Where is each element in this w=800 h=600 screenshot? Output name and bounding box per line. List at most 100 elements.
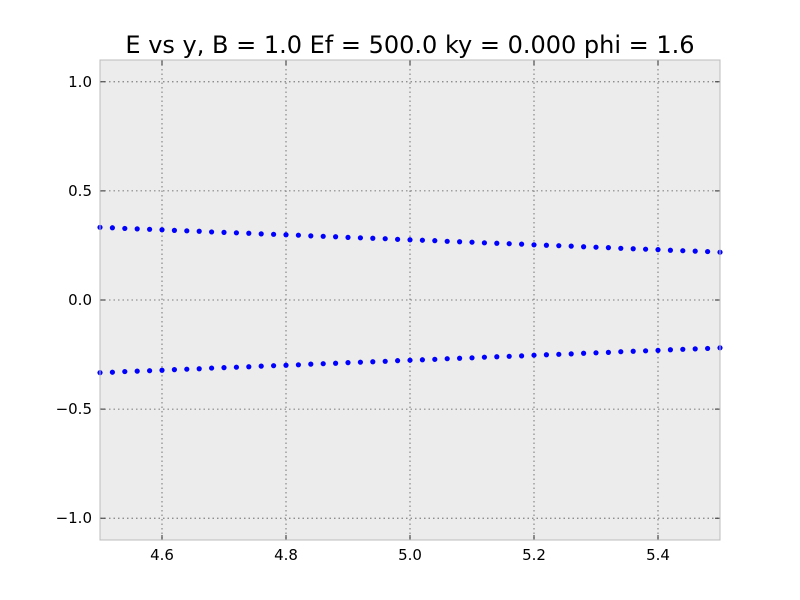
data-point [444, 238, 450, 244]
data-point [345, 234, 351, 240]
plot-frame [99, 59, 721, 541]
data-point [246, 230, 252, 236]
data-point [667, 347, 674, 353]
y-tick-label: 0.5 [68, 182, 92, 200]
data-point [531, 352, 537, 358]
data-point [109, 225, 115, 231]
data-point [605, 245, 612, 251]
data-point [271, 231, 277, 237]
data-point [643, 246, 649, 252]
x-tick-label: 4.6 [150, 546, 174, 564]
data-point [395, 358, 401, 364]
data-point [519, 353, 525, 359]
data-point [432, 238, 438, 244]
data-point [308, 361, 314, 367]
data-point [370, 359, 376, 365]
data-point [444, 356, 450, 362]
data-point [506, 353, 512, 359]
chart-title: E vs y, B = 1.0 Ef = 500.0 ky = 0.000 ph… [125, 31, 694, 59]
data-point [705, 248, 711, 255]
data-point [419, 357, 425, 363]
data-point [481, 240, 487, 246]
data-point [457, 355, 463, 361]
data-point [283, 362, 289, 368]
y-tick-labels: 1.0 0.5 0.0 −0.5 −1.0 [56, 73, 92, 527]
data-point [122, 368, 128, 375]
data-point [680, 346, 686, 352]
data-point [258, 231, 264, 237]
data-point [630, 348, 636, 354]
data-point [568, 351, 574, 357]
data-point [407, 357, 413, 363]
data-point [457, 239, 463, 245]
data-point [618, 245, 624, 251]
data-point [345, 360, 351, 366]
data-point [556, 243, 562, 249]
data-point [233, 230, 239, 236]
y-tick-label: 0.0 [68, 291, 92, 309]
x-tick-label: 4.8 [274, 546, 298, 564]
data-point [308, 233, 314, 239]
x-tick-label: 5.0 [398, 546, 422, 564]
data-point [556, 351, 562, 357]
series-2-points [97, 345, 723, 376]
data-point [209, 229, 215, 235]
data-point [184, 228, 190, 234]
data-point [295, 362, 301, 368]
x-tick-labels: 4.6 4.8 5.0 5.2 5.4 [150, 546, 670, 564]
data-point [407, 237, 413, 243]
data-points [97, 224, 723, 376]
data-point [581, 244, 587, 250]
data-point [159, 367, 165, 373]
data-point [333, 234, 339, 240]
data-point [494, 354, 500, 360]
x-tick-label: 5.2 [522, 546, 546, 564]
data-point [432, 356, 438, 362]
data-point [283, 232, 289, 238]
data-point [382, 358, 388, 364]
data-point [209, 365, 215, 371]
data-point [134, 368, 140, 374]
data-point [543, 352, 550, 358]
y-tick-label: −1.0 [56, 509, 92, 527]
data-point [506, 241, 512, 247]
data-point [618, 349, 624, 355]
data-point [531, 242, 537, 248]
data-point [680, 248, 686, 254]
axis-ticks [100, 60, 720, 540]
data-point [159, 227, 165, 233]
data-point [581, 350, 587, 356]
data-point [258, 363, 264, 369]
y-tick-label: 1.0 [68, 73, 92, 91]
data-point [692, 346, 698, 352]
y-tick-label: −0.5 [56, 400, 92, 418]
data-point [357, 235, 363, 241]
data-point [122, 225, 128, 232]
data-point [221, 365, 227, 371]
data-point [481, 354, 487, 360]
data-point [221, 229, 227, 235]
data-point [271, 363, 277, 369]
data-point [246, 364, 252, 370]
data-point [692, 248, 698, 254]
data-point [494, 240, 500, 246]
data-point [568, 243, 574, 249]
data-point [667, 247, 674, 253]
data-point [643, 348, 649, 354]
grid [100, 60, 720, 540]
data-point [320, 361, 326, 367]
data-point [655, 347, 661, 353]
data-point [370, 235, 376, 241]
data-point [134, 226, 140, 232]
data-point [147, 368, 153, 374]
data-point [109, 369, 115, 375]
data-point [382, 236, 388, 242]
data-point [543, 242, 550, 248]
data-point [333, 360, 339, 366]
data-point [171, 227, 177, 233]
data-point [196, 228, 202, 234]
data-point [295, 232, 301, 238]
data-point [705, 345, 711, 352]
data-point [395, 236, 401, 242]
